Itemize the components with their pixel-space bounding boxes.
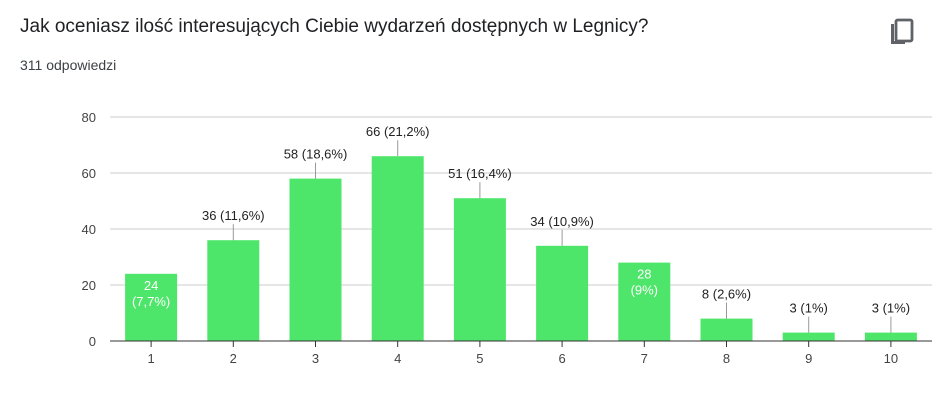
- y-tick-label: 0: [89, 334, 96, 349]
- x-tick-label: 4: [394, 351, 401, 366]
- x-tick-label: 10: [884, 351, 898, 366]
- x-tick-label: 6: [558, 351, 565, 366]
- y-tick-label: 40: [82, 222, 96, 237]
- bar: [453, 198, 506, 341]
- bar: [371, 156, 424, 341]
- copy-icon: [891, 18, 914, 44]
- data-label: 3 (1%): [872, 301, 910, 316]
- bar: [782, 332, 835, 341]
- x-tick-label: 5: [476, 351, 483, 366]
- data-label: 66 (21,2%): [366, 124, 430, 139]
- y-tick-label: 20: [82, 278, 96, 293]
- data-label: 28: [637, 267, 651, 282]
- question-title: Jak oceniasz ilość interesujących Ciebie…: [20, 16, 649, 37]
- data-label: 34 (10,9%): [530, 214, 594, 229]
- data-label: 51 (16,4%): [448, 166, 512, 181]
- y-tick-label: 60: [82, 166, 96, 181]
- data-label: 58 (18,6%): [284, 147, 348, 162]
- bar: [700, 318, 753, 341]
- x-tick-label: 7: [641, 351, 648, 366]
- x-tick-label: 2: [230, 351, 237, 366]
- x-tick-label: 1: [147, 351, 154, 366]
- data-label: 24: [144, 278, 158, 293]
- y-tick-label: 80: [82, 110, 96, 125]
- data-label: 8 (2,6%): [702, 287, 751, 302]
- bar: [618, 262, 671, 341]
- response-count: 311 odpowiedzi: [20, 57, 117, 73]
- x-tick-label: 8: [723, 351, 730, 366]
- data-label: 36 (11,6%): [202, 208, 265, 223]
- bar: [864, 332, 917, 341]
- copy-chart-button[interactable]: [886, 18, 918, 50]
- bar: [125, 273, 178, 341]
- x-tick-label: 9: [805, 351, 812, 366]
- data-label: 3 (1%): [790, 301, 828, 316]
- bar: [207, 240, 260, 341]
- data-label: (9%): [631, 283, 658, 298]
- bar: [289, 178, 342, 341]
- data-label: (7,7%): [132, 294, 170, 309]
- bar: [536, 245, 589, 341]
- x-tick-label: 3: [312, 351, 319, 366]
